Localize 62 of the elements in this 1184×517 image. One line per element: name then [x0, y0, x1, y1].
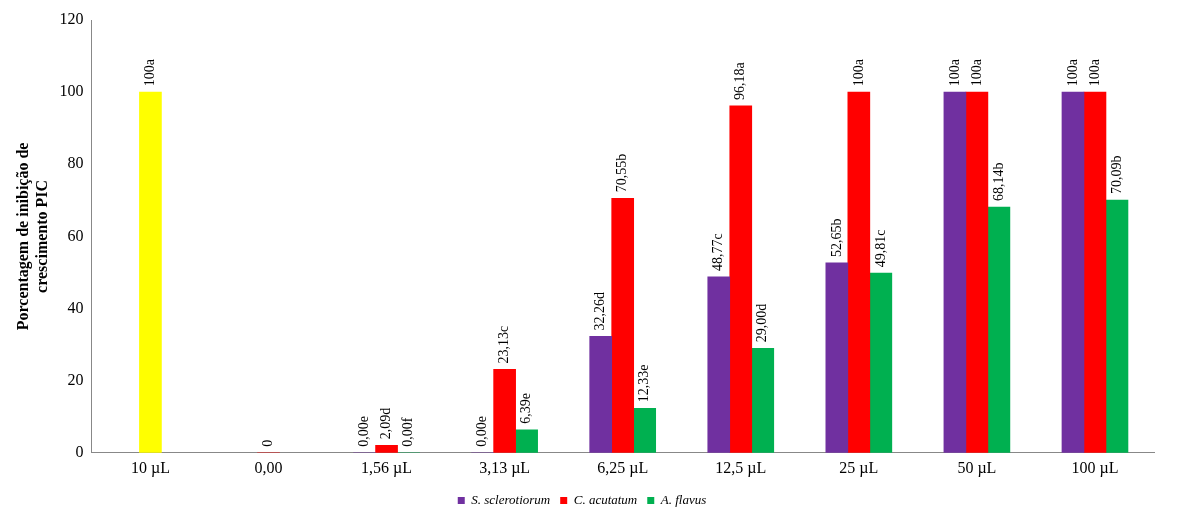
bar — [515, 429, 538, 453]
data-label: 68,14b — [990, 162, 1006, 202]
data-label: 100a — [946, 58, 962, 87]
x-tick-label: 100 µL — [1071, 458, 1119, 477]
bar — [493, 369, 516, 453]
bar — [375, 444, 398, 453]
y-tick-label: 20 — [67, 370, 84, 388]
bar — [1083, 91, 1107, 453]
bar — [589, 336, 613, 453]
bar — [707, 276, 731, 453]
y-tick-label: 80 — [67, 154, 84, 172]
bar — [633, 408, 657, 453]
x-tick-label: 6,25 µL — [597, 458, 649, 477]
data-label: 12,33e — [636, 364, 652, 403]
data-label: 100a — [1086, 58, 1102, 87]
legend-label: A. flavus — [659, 491, 707, 507]
data-label: 23,13c — [496, 325, 512, 364]
bar — [987, 206, 1011, 453]
data-label: 0,00e — [474, 416, 490, 447]
data-label: 52,65b — [828, 218, 844, 257]
bar — [825, 262, 849, 453]
data-label: 0,00e — [356, 416, 372, 447]
x-tick-label: 50 µL — [957, 458, 997, 477]
data-label: 100a — [1064, 58, 1080, 87]
data-label: 100a — [968, 58, 984, 87]
data-label: 100a — [850, 58, 866, 87]
bar — [965, 91, 989, 453]
y-tick-label: 40 — [67, 298, 84, 316]
bar — [139, 91, 162, 453]
bar — [611, 198, 635, 453]
data-label: 0,00f — [400, 417, 416, 447]
bar — [847, 91, 871, 453]
legend-label: S. sclerotiorum — [471, 491, 551, 507]
data-label: 70,55b — [614, 153, 630, 193]
y-tick-label: 120 — [59, 10, 84, 28]
data-label: 96,18a — [732, 61, 748, 100]
bar — [1061, 91, 1085, 453]
bar — [943, 91, 967, 453]
bar — [729, 105, 753, 453]
data-label: 32,26d — [592, 291, 608, 331]
data-label: 49,81c — [872, 229, 888, 268]
y-tick-label: 0 — [75, 443, 84, 460]
x-tick-label: 12,5 µL — [715, 458, 767, 477]
data-label: 6,39e — [518, 393, 534, 424]
x-tick-label: 25 µL — [839, 458, 879, 477]
y-axis-title: Porcentagem de inibição de crescimento PIC — [13, 142, 50, 331]
legend-label: C. acutatum — [573, 491, 638, 507]
x-tick-label: 1,56 µL — [361, 458, 413, 477]
bar — [1105, 199, 1129, 453]
bar — [869, 272, 893, 453]
y-tick-label: 100 — [59, 82, 84, 100]
x-tick-label: 3,13 µL — [479, 458, 531, 477]
data-label: 48,77c — [710, 233, 726, 271]
x-tick-label: 0,00 — [254, 458, 283, 476]
data-label: 0 — [260, 439, 276, 447]
x-tick-label: 10 µL — [130, 458, 170, 477]
data-label: 29,00d — [754, 303, 770, 343]
data-label: 2,09d — [378, 407, 394, 440]
bar — [751, 347, 775, 453]
y-tick-label: 60 — [67, 226, 84, 244]
data-label: 70,09b — [1108, 155, 1124, 195]
data-label: 100a — [142, 58, 158, 87]
